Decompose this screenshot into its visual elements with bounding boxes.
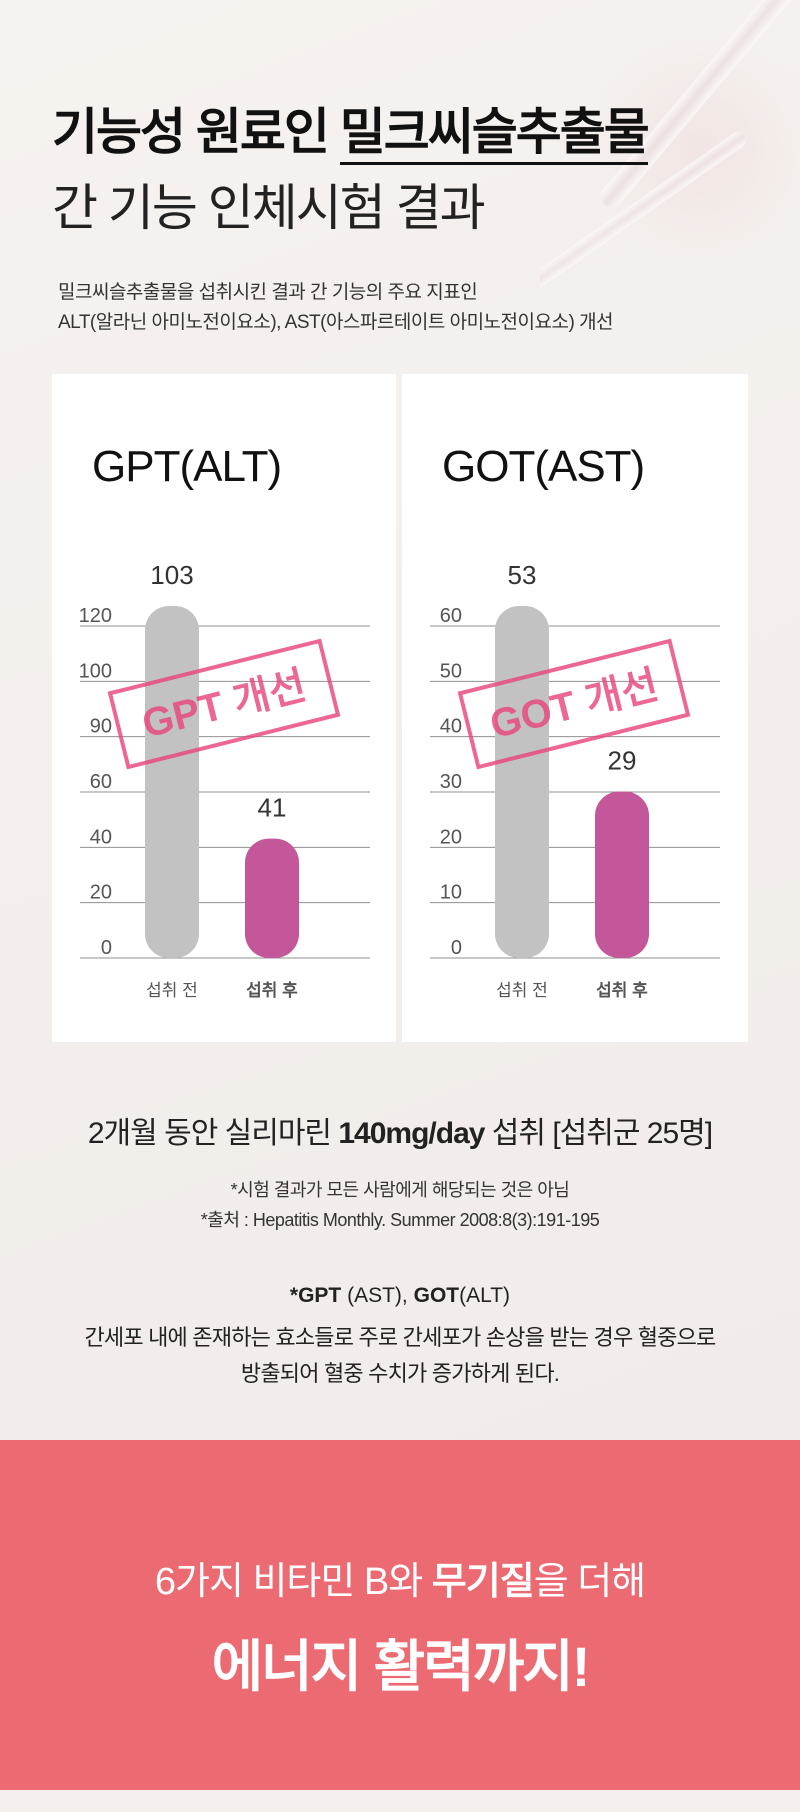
y-tick-label: 40: [90, 826, 112, 848]
y-tick-label: 10: [440, 882, 462, 904]
chart-panel-got: GOT(AST) 0 10 20 30 40 50 60 53 섭취 전 29 섭취 후 GOT 개선: [402, 374, 748, 1042]
y-tick-label: 100: [79, 660, 112, 682]
pipette-decoration: [540, 0, 800, 360]
chart-panel-gpt: GPT(ALT) 0 20 40 60 90 100 120 103 섭취 전 41 섭취 후 GPT…: [52, 374, 396, 1042]
intro-line2: ALT(알라닌 아미노전이요소), AST(아스파르테이트 아미노전이요소) 개…: [58, 312, 614, 333]
stamp-border: [107, 638, 341, 770]
y-tick-label: 120: [79, 605, 112, 627]
y-tick-label: 0: [451, 937, 462, 959]
bar-after: [245, 838, 299, 958]
chart-got: 0 10 20 30 40 50 60 53 섭취 전 29 섭취 후 GOT 개선: [430, 560, 720, 1000]
stamp-gpt: GPT 개선: [107, 638, 341, 770]
headline-highlight: 밀크씨슬추출물: [339, 104, 650, 165]
definition-line2: 방출되어 혈중 수치가 증가하게 된다.: [240, 1361, 560, 1386]
bar-before: [145, 606, 199, 958]
disclaimer-note: *시험 결과가 모든 사람에게 해당되는 것은 아님: [230, 1180, 570, 1200]
chart-title-gpt: GPT(ALT): [92, 442, 282, 491]
y-tick-label: 90: [90, 716, 112, 738]
definition-line1: 간세포 내에 존재하는 효소들로 주로 간세포가 손상을 받는 경우 혈중으로: [84, 1325, 716, 1350]
bar-after: [595, 791, 649, 958]
y-tick-label: 0: [101, 937, 112, 959]
promo-line2: 에너지 활력까지!: [211, 1635, 591, 1698]
category-label: 섭취 후: [246, 980, 298, 1000]
definition-title: *GPT (AST), GOT(ALT): [289, 1284, 511, 1307]
intro-line1: 밀크씨슬추출물을 섭취시킨 결과 간 기능의 주요 지표인: [58, 282, 478, 303]
y-tick-label: 60: [440, 605, 462, 627]
dosage-caption: 2개월 동안 실리마린 140mg/day 섭취 [섭취군 25명]: [87, 1117, 713, 1150]
category-label: 섭취 후: [596, 980, 648, 1000]
promo-banner: 6가지 비타민 B와 무기질을 더해 에너지 활력까지!: [0, 1440, 800, 1790]
top-section: 기능성 원료인 밀크씨슬추출물 간 기능 인체시험 결과 밀크씨슬추출물을 섭취…: [0, 0, 800, 1440]
headline-line1: 기능성 원료인 밀크씨슬추출물: [52, 92, 650, 165]
data-label: 103: [150, 560, 193, 590]
promo-line1: 6가지 비타민 B와 무기질을 더해: [154, 1561, 646, 1603]
bar-before: [495, 606, 549, 958]
chart-gpt: 0 20 40 60 90 100 120 103 섭취 전 41 섭취 후 GPT 개선: [79, 560, 370, 1000]
y-tick-label: 40: [440, 716, 462, 738]
y-tick-label: 20: [90, 882, 112, 904]
data-label: 29: [608, 746, 637, 776]
category-label: 섭취 전: [496, 981, 548, 1000]
y-tick-label: 20: [440, 826, 462, 848]
source-note: *출처 : Hepatitis Monthly. Summer 2008:8(3…: [200, 1210, 600, 1230]
chart-title-got: GOT(AST): [442, 442, 645, 491]
data-label: 53: [508, 560, 537, 590]
y-tick-label: 30: [440, 771, 462, 793]
y-tick-label: 50: [440, 660, 462, 682]
stamp-got: GOT 개선: [457, 638, 691, 770]
data-label: 41: [258, 793, 287, 823]
intro-text: 밀크씨슬추출물을 섭취시킨 결과 간 기능의 주요 지표인 ALT(알라닌 아미…: [58, 278, 758, 338]
category-label: 섭취 전: [146, 981, 198, 1000]
y-tick-label: 60: [90, 771, 112, 793]
stamp-border: [457, 638, 691, 770]
headline-line2: 간 기능 인체시험 결과: [52, 180, 486, 236]
